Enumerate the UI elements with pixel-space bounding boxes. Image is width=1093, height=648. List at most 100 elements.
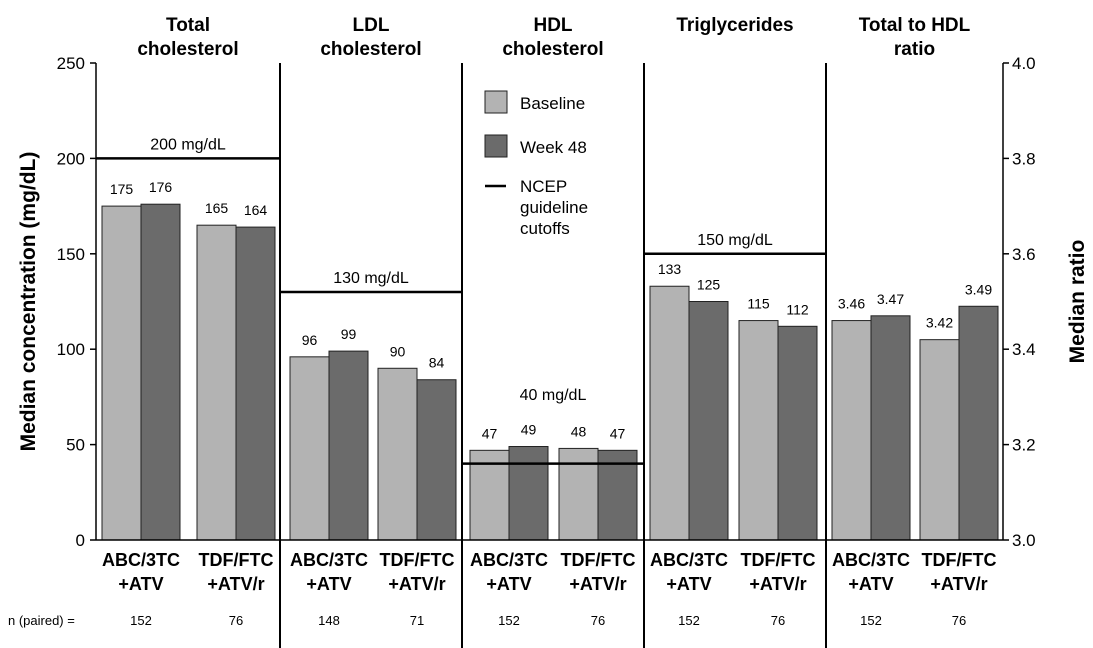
category-label: ABC/3TC xyxy=(290,550,368,570)
data-label-baseline: 133 xyxy=(658,261,682,277)
cutoff-label: 130 mg/dL xyxy=(333,270,409,287)
data-label-baseline: 165 xyxy=(205,200,229,216)
data-label-baseline: 48 xyxy=(571,423,587,439)
legend-swatch-week48 xyxy=(484,134,508,158)
data-label-week48: 3.49 xyxy=(965,281,992,297)
data-label-week48: 47 xyxy=(610,425,626,441)
n-paired-label: n (paired) = xyxy=(8,613,75,628)
bar-week48 xyxy=(235,226,276,541)
bar-baseline xyxy=(649,285,690,541)
bar-baseline xyxy=(469,449,510,541)
data-label-week48: 164 xyxy=(244,202,268,218)
panel-title: ratio xyxy=(894,39,935,60)
bar-week48 xyxy=(870,315,911,541)
data-label-baseline: 47 xyxy=(482,425,498,441)
legend-label-baseline: Baseline xyxy=(520,94,585,113)
category-label: ABC/3TC xyxy=(650,550,728,570)
n-paired-value: 76 xyxy=(952,613,966,628)
n-paired-value: 152 xyxy=(130,613,152,628)
bar-week48 xyxy=(328,350,369,541)
panel-title: cholesterol xyxy=(137,39,238,60)
category-label: TDF/FTC xyxy=(922,550,997,570)
panel-title: cholesterol xyxy=(320,39,421,60)
category-label: TDF/FTC xyxy=(741,550,816,570)
bar-baseline xyxy=(831,320,872,541)
bar-week48 xyxy=(508,446,549,541)
panel-title: LDL xyxy=(353,15,390,36)
bar-baseline xyxy=(738,320,779,541)
category-label: TDF/FTC xyxy=(199,550,274,570)
bar-baseline xyxy=(101,205,142,541)
bar-week48 xyxy=(597,449,638,541)
legend-label-cutoff: NCEP xyxy=(520,177,567,196)
data-label-baseline: 3.46 xyxy=(838,296,865,312)
data-label-baseline: 90 xyxy=(390,343,406,359)
data-label-week48: 176 xyxy=(149,179,173,195)
y-left-tick-label: 250 xyxy=(57,54,85,73)
y-left-tick-label: 0 xyxy=(76,531,85,550)
n-paired-value: 152 xyxy=(498,613,520,628)
legend-label-week48: Week 48 xyxy=(520,138,587,157)
panel-title: Total xyxy=(166,15,210,36)
n-paired-value: 76 xyxy=(591,613,605,628)
bar-week48 xyxy=(416,379,457,541)
y-right-axis-title: Median ratio xyxy=(1066,240,1089,364)
data-label-week48: 125 xyxy=(697,277,721,293)
y-left-tick-label: 100 xyxy=(57,340,85,359)
category-label: +ATV/r xyxy=(569,574,626,594)
data-label-week48: 49 xyxy=(521,422,537,438)
bar-week48 xyxy=(777,325,818,541)
panel-title: Triglycerides xyxy=(676,15,793,36)
bar-baseline xyxy=(289,356,330,541)
y-left-tick-label: 200 xyxy=(57,149,85,168)
y-left-axis-title: Median concentration (mg/dL) xyxy=(17,152,40,452)
data-label-baseline: 175 xyxy=(110,181,134,197)
category-label: TDF/FTC xyxy=(380,550,455,570)
category-label: +ATV/r xyxy=(388,574,445,594)
n-paired-value: 152 xyxy=(678,613,700,628)
bar-baseline xyxy=(196,224,237,541)
category-label: ABC/3TC xyxy=(470,550,548,570)
data-label-baseline: 96 xyxy=(302,332,318,348)
category-label: ABC/3TC xyxy=(102,550,180,570)
category-label: +ATV/r xyxy=(207,574,264,594)
bar-week48 xyxy=(958,305,999,541)
cutoff-label: 200 mg/dL xyxy=(150,136,226,153)
category-label: ABC/3TC xyxy=(832,550,910,570)
n-paired-value: 148 xyxy=(318,613,340,628)
bar-baseline xyxy=(377,367,418,541)
y-right-tick-label: 3.6 xyxy=(1012,245,1036,264)
bar-baseline xyxy=(558,447,599,541)
cutoff-label: 150 mg/dL xyxy=(697,232,773,249)
n-paired-value: 76 xyxy=(771,613,785,628)
panel-title: HDL xyxy=(533,15,572,36)
y-right-tick-label: 3.8 xyxy=(1012,149,1036,168)
category-label: +ATV xyxy=(306,574,351,594)
n-paired-value: 76 xyxy=(229,613,243,628)
legend-label-cutoff: guideline xyxy=(520,198,588,217)
data-label-week48: 3.47 xyxy=(877,291,904,307)
panel-title: Total to HDL xyxy=(859,15,971,36)
panel-title: cholesterol xyxy=(502,39,603,60)
y-right-tick-label: 3.2 xyxy=(1012,436,1036,455)
bar-week48 xyxy=(688,301,729,541)
category-label: TDF/FTC xyxy=(561,550,636,570)
bar-baseline xyxy=(919,339,960,541)
bar-week48 xyxy=(140,203,181,541)
n-paired-value: 71 xyxy=(410,613,424,628)
legend-label-cutoff: cutoffs xyxy=(520,219,570,238)
n-paired-value: 152 xyxy=(860,613,882,628)
y-left-tick-label: 150 xyxy=(57,245,85,264)
category-label: +ATV xyxy=(666,574,711,594)
legend: Baseline Week 48 NCEP guideline cutoffs xyxy=(484,90,588,238)
cutoff-label: 40 mg/dL xyxy=(520,387,587,404)
category-label: +ATV xyxy=(486,574,531,594)
legend-swatch-baseline xyxy=(484,90,508,114)
y-left-tick-label: 50 xyxy=(66,436,85,455)
category-label: +ATV xyxy=(118,574,163,594)
category-label: +ATV/r xyxy=(749,574,806,594)
data-label-baseline: 3.42 xyxy=(926,315,953,331)
y-right-tick-label: 4.0 xyxy=(1012,54,1036,73)
data-label-baseline: 115 xyxy=(747,296,770,312)
